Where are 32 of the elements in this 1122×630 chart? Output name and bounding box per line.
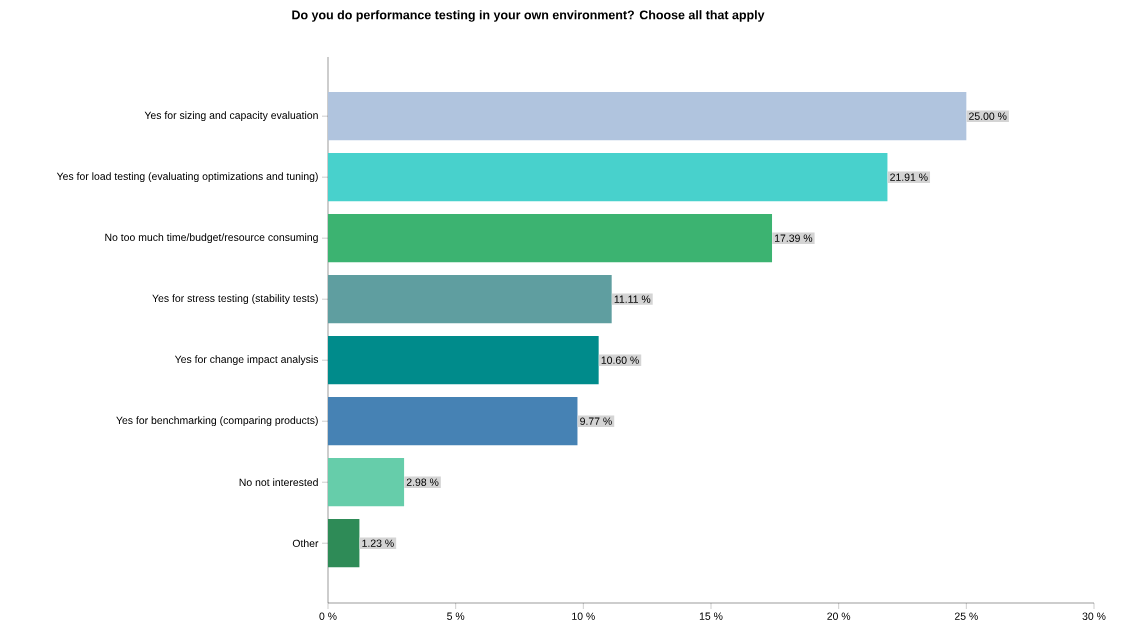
chart-title: Do you do performance testing in your own environment? Choose all that apply — [292, 10, 765, 22]
data-label: 21.91 % — [890, 173, 928, 181]
data-label: 2.98 % — [406, 478, 439, 486]
y-tick-label: No too much time/budget/resource consuming — [105, 233, 318, 244]
bar — [328, 92, 967, 141]
bar — [328, 519, 360, 568]
y-tick-label: Yes for stress testing (stability tests) — [152, 294, 318, 305]
x-tick-label: 15 % — [699, 612, 723, 620]
bar — [328, 336, 599, 385]
y-tick-label: Yes for benchmarking (comparing products) — [116, 416, 318, 427]
x-tick-label: 5 % — [447, 612, 465, 620]
x-tick-label: 25 % — [954, 612, 978, 620]
y-tick-label: Other — [292, 539, 319, 548]
bar — [328, 275, 612, 324]
x-tick-label: 10 % — [572, 612, 595, 620]
x-tick-label: 30 % — [1082, 612, 1106, 620]
y-tick-label: Yes for load testing (evaluating optimizations and tuning) — [56, 172, 318, 183]
data-label: 9.77 % — [580, 417, 612, 425]
data-label: 11.11 % — [614, 295, 651, 303]
x-tick-label: 20 % — [827, 612, 851, 620]
y-tick-label: Yes for sizing and capacity evaluation — [144, 111, 318, 122]
y-tick-label: Yes for change impact analysis — [174, 355, 319, 366]
bar — [328, 214, 773, 263]
data-label: 1.23 % — [362, 539, 394, 547]
data-label: 25.00 % — [969, 112, 1007, 120]
bar — [328, 458, 405, 507]
y-tick-label: No not interested — [239, 478, 318, 487]
bar — [328, 397, 578, 446]
data-label: 10.60 % — [601, 356, 639, 364]
bar — [328, 153, 888, 202]
x-tick-label: 0 % — [319, 612, 337, 620]
data-label: 17.39 % — [775, 234, 813, 242]
